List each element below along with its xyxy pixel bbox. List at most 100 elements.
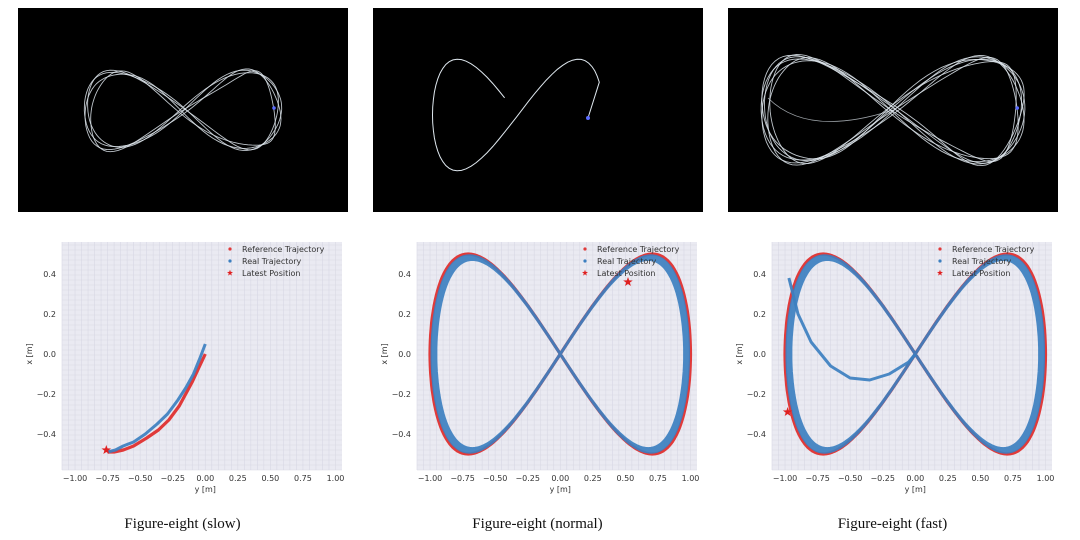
legend-marker — [938, 247, 942, 251]
photo-panel-fast — [728, 8, 1058, 212]
y-axis-label: x [m] — [25, 343, 34, 364]
caption-fast: Figure-eight (fast) — [837, 516, 948, 532]
real-trajectory-line — [430, 254, 690, 454]
y-tick-label: −0.4 — [747, 430, 766, 439]
x-axis-label: y [m] — [905, 485, 926, 494]
y-tick-label: −0.2 — [747, 390, 766, 399]
legend-label: Reference Trajectory — [597, 245, 680, 254]
drone-trace-line — [767, 97, 894, 122]
photo-panel-slow — [18, 8, 348, 212]
legend-label: Latest Position — [952, 269, 1010, 278]
x-tick-label: 0.75 — [649, 474, 667, 483]
x-axis-label: y [m] — [550, 485, 571, 494]
photo-panel-normal — [373, 8, 703, 212]
chart-panel-normal: −1.00 −0.75 −0.50 −0.25 0.00 0.25 0.50 0.75 1.00… — [365, 236, 720, 498]
x-tick-label: 0.75 — [294, 474, 312, 483]
drone-trace-line — [84, 68, 282, 151]
drone-trace-line — [87, 69, 279, 151]
x-tick-label: 0.00 — [906, 474, 924, 483]
caption-slow: Figure-eight (slow) — [124, 516, 241, 532]
photo-trace-slow — [18, 8, 348, 212]
trajectory-chart-slow: −1.00 −0.75 −0.50 −0.25 0.00 0.25 0.50 0.75 1.00… — [25, 242, 345, 494]
x-tick-label: 0.25 — [229, 474, 247, 483]
trajectory-chart-normal: −1.00 −0.75 −0.50 −0.25 0.00 0.25 0.50 0.75 1.00… — [380, 242, 700, 494]
legend-marker — [583, 259, 587, 263]
real-trajectory-line — [787, 277, 917, 382]
x-tick-label: −0.50 — [838, 474, 863, 483]
chart-panel-slow: −1.00 −0.75 −0.50 −0.25 0.00 0.25 0.50 0.75 1.00… — [10, 236, 365, 498]
x-tick-label: −0.50 — [483, 474, 508, 483]
x-tick-label: 0.00 — [196, 474, 214, 483]
y-tick-label: 0.0 — [43, 350, 56, 359]
legend-marker — [228, 259, 232, 263]
x-tick-label: −0.75 — [95, 474, 120, 483]
legend-label: Latest Position — [597, 269, 655, 278]
drone-trace-line — [764, 56, 1022, 164]
x-tick-label: −0.75 — [450, 474, 475, 483]
latest-position-marker — [782, 407, 793, 416]
drone-marker — [1015, 106, 1020, 110]
y-tick-label: 0.2 — [43, 310, 56, 319]
x-tick-label: −0.25 — [870, 474, 895, 483]
x-tick-label: 1.00 — [327, 474, 345, 483]
chart-panel-fast: −1.00 −0.75 −0.50 −0.25 0.00 0.25 0.50 0.75 1.00… — [720, 236, 1075, 498]
y-tick-label: −0.4 — [392, 430, 411, 439]
photo-trace-fast — [728, 8, 1058, 212]
legend-label: Reference Trajectory — [242, 245, 325, 254]
y-tick-label: −0.2 — [392, 390, 411, 399]
y-tick-label: 0.4 — [43, 270, 56, 279]
x-tick-label: −0.75 — [805, 474, 830, 483]
x-tick-label: −1.00 — [63, 474, 88, 483]
latest-position-marker — [101, 445, 111, 454]
y-tick-label: 0.4 — [398, 270, 411, 279]
y-axis-label: x [m] — [380, 343, 389, 364]
legend-marker — [937, 269, 943, 276]
y-tick-label: −0.2 — [37, 390, 56, 399]
y-tick-label: 0.2 — [753, 310, 766, 319]
x-tick-label: −1.00 — [773, 474, 798, 483]
real-trajectory-line — [785, 254, 1045, 454]
y-axis-label: x [m] — [735, 343, 744, 364]
x-tick-label: 0.25 — [939, 474, 957, 483]
x-tick-label: −0.50 — [128, 474, 153, 483]
legend-label: Reference Trajectory — [952, 245, 1035, 254]
x-tick-label: −1.00 — [418, 474, 443, 483]
legend-marker — [938, 259, 942, 263]
x-tick-label: 0.50 — [261, 474, 279, 483]
y-tick-label: 0.0 — [753, 350, 766, 359]
trajectory-chart-fast: −1.00 −0.75 −0.50 −0.25 0.00 0.25 0.50 0.75 1.00… — [735, 242, 1055, 494]
drone-trace-line — [767, 57, 1019, 166]
legend-label: Real Trajectory — [597, 257, 657, 266]
latest-position-marker — [623, 277, 633, 286]
x-tick-label: 1.00 — [1037, 474, 1055, 483]
photo-trace-normal — [373, 8, 703, 212]
y-tick-label: 0.0 — [398, 350, 411, 359]
x-tick-label: 0.75 — [1004, 474, 1022, 483]
x-tick-label: 0.50 — [616, 474, 634, 483]
legend-label: Real Trajectory — [242, 257, 302, 266]
x-axis-label: y [m] — [195, 485, 216, 494]
legend-marker — [583, 247, 587, 251]
drone-trace-line — [769, 54, 1017, 165]
legend-marker — [582, 269, 588, 276]
legend-label: Latest Position — [242, 269, 300, 278]
y-tick-label: 0.4 — [753, 270, 766, 279]
drone-trace-line — [761, 54, 1025, 167]
photo-background — [373, 8, 703, 212]
legend-label: Real Trajectory — [952, 257, 1012, 266]
legend-marker — [228, 247, 232, 251]
caption-normal: Figure-eight (normal) — [472, 516, 603, 532]
y-tick-label: −0.4 — [37, 430, 56, 439]
drone-marker — [586, 116, 590, 120]
x-tick-label: −0.25 — [160, 474, 185, 483]
real-trajectory-line — [107, 343, 207, 454]
x-tick-label: 0.00 — [551, 474, 569, 483]
x-tick-label: 1.00 — [682, 474, 700, 483]
drone-trace-line — [431, 58, 600, 172]
x-tick-label: 0.25 — [584, 474, 602, 483]
x-tick-label: 0.50 — [971, 474, 989, 483]
drone-trace-line — [90, 70, 276, 153]
y-tick-label: 0.2 — [398, 310, 411, 319]
reference-trajectory-line — [107, 353, 207, 454]
drone-marker — [272, 106, 276, 110]
